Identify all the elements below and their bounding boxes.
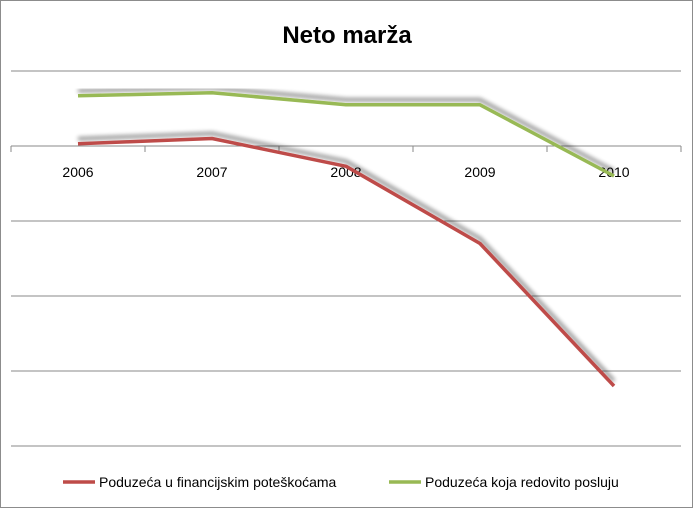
legend-label: Poduzeća koja redovito posluju (425, 474, 619, 490)
series-line-1 (77, 136, 616, 388)
chart-title: Neto marža (282, 22, 412, 49)
gridlines (11, 70, 681, 447)
series-lines (77, 91, 616, 388)
legend: Poduzeća u financijskim poteškoćama Poduz… (63, 474, 619, 490)
legend-label: Poduzeća u financijskim poteškoćama (99, 474, 337, 490)
series-line-2 (77, 91, 615, 178)
x-tick-label: 2008 (330, 164, 361, 180)
x-tick-label: 2006 (62, 164, 93, 180)
x-axis: 2006 2007 2008 2009 2010 (10, 146, 682, 180)
x-tick-label: 2010 (598, 164, 629, 180)
x-tick-label: 2007 (196, 164, 227, 180)
x-tick-label: 2009 (464, 164, 495, 180)
